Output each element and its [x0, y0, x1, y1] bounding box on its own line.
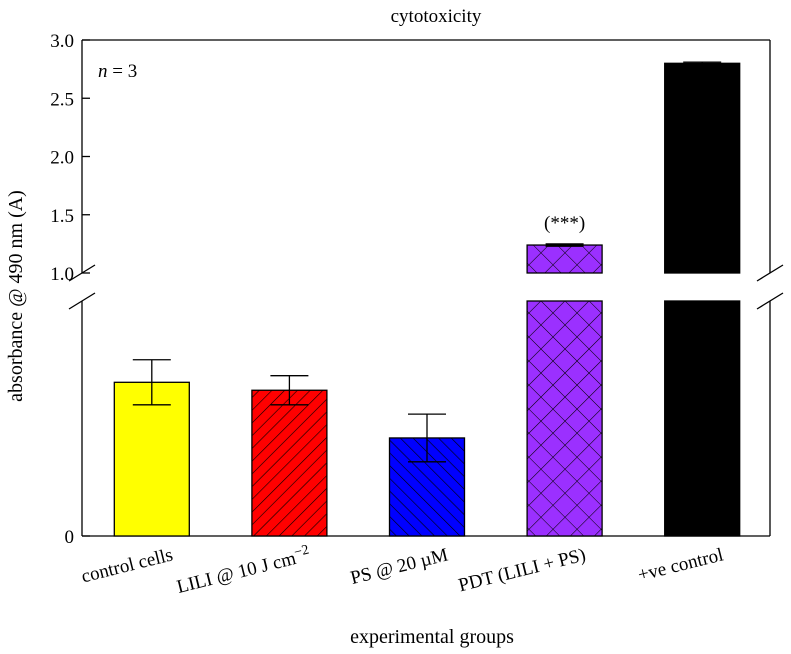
bar-upper: [664, 63, 740, 273]
y-tick-label: 3.0: [50, 31, 74, 52]
y-tick-label: 2.5: [50, 89, 74, 110]
chart-title: cytotoxicity: [391, 6, 482, 27]
bar-pattern: [527, 245, 603, 273]
x-tick-label: LILI @ 10 J cm−2: [174, 543, 312, 598]
y-tick-label: 1.5: [50, 206, 74, 227]
axis-break-mark-left: [68, 292, 96, 310]
y-tick-label: 0: [65, 527, 75, 548]
axis-break-mark-right: [756, 264, 784, 282]
n-annotation: n = 3: [98, 61, 137, 82]
bar-pattern: [527, 301, 603, 536]
bar-lower: [664, 301, 740, 536]
x-tick-label: PDT (LILI + PS): [456, 544, 587, 596]
bar-outline: [664, 300, 741, 537]
x-tick-label: +ve control: [636, 544, 726, 585]
bar-outline: [526, 300, 603, 537]
axis-break-mark-right: [756, 292, 784, 310]
y-tick-label: 2.0: [50, 148, 74, 169]
x-axis-label: experimental groups: [350, 626, 514, 648]
x-tick-label: control cells: [79, 544, 175, 587]
significance-label: (***): [544, 213, 585, 234]
y-tick-label: 1.0: [50, 264, 74, 285]
bar-single: [114, 382, 190, 536]
bar-pattern: [251, 390, 327, 536]
x-tick-label: PS @ 20 µM: [348, 544, 450, 589]
y-axis-label: absorbance @ 490 nm (A): [5, 190, 27, 402]
plot-area: 0 1.0 1.5 2.0 2.5 3.0 control cells LILI @ 10 J…: [50, 31, 784, 598]
